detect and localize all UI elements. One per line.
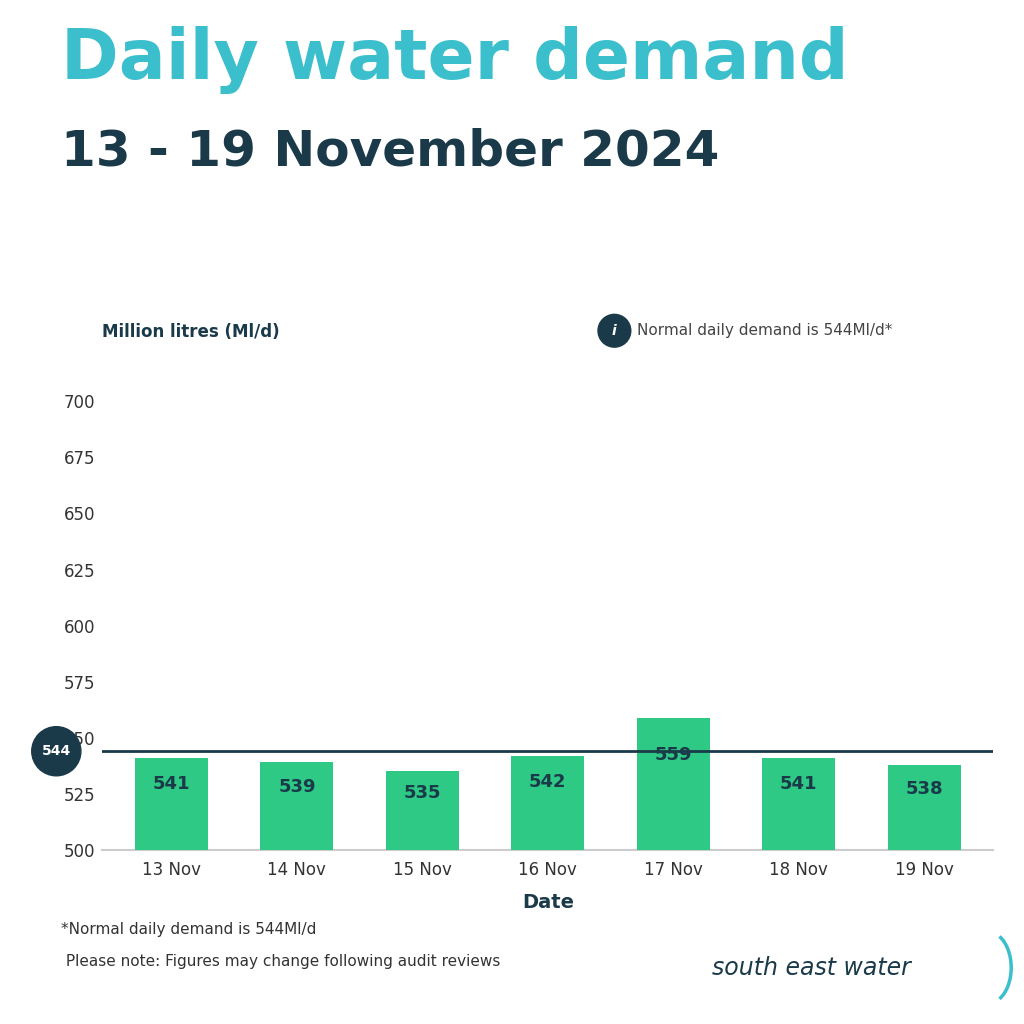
Text: Normal daily demand is 544Ml/d*: Normal daily demand is 544Ml/d* xyxy=(637,324,892,338)
Text: 535: 535 xyxy=(403,784,441,803)
Bar xyxy=(135,758,208,850)
Text: 13 - 19 November 2024: 13 - 19 November 2024 xyxy=(61,128,720,176)
X-axis label: Date: Date xyxy=(522,893,573,912)
Text: Please note: Figures may change following audit reviews: Please note: Figures may change followin… xyxy=(61,954,501,970)
Bar xyxy=(511,756,585,850)
Text: Daily water demand: Daily water demand xyxy=(61,26,849,93)
Bar xyxy=(260,763,333,850)
Bar xyxy=(386,771,459,850)
Text: 541: 541 xyxy=(153,775,190,793)
Bar xyxy=(763,758,836,850)
Text: *Normal daily demand is 544Ml/d: *Normal daily demand is 544Ml/d xyxy=(61,922,316,937)
Text: Million litres (Ml/d): Million litres (Ml/d) xyxy=(102,323,280,341)
Text: i: i xyxy=(612,324,616,338)
Text: 538: 538 xyxy=(905,779,943,798)
Text: south east water: south east water xyxy=(712,955,910,980)
Bar xyxy=(637,718,710,850)
Text: 542: 542 xyxy=(529,773,566,792)
Bar xyxy=(888,765,961,850)
Text: 559: 559 xyxy=(654,745,692,764)
Text: 544: 544 xyxy=(42,744,71,758)
Text: 539: 539 xyxy=(279,778,315,796)
Text: 541: 541 xyxy=(780,775,817,793)
